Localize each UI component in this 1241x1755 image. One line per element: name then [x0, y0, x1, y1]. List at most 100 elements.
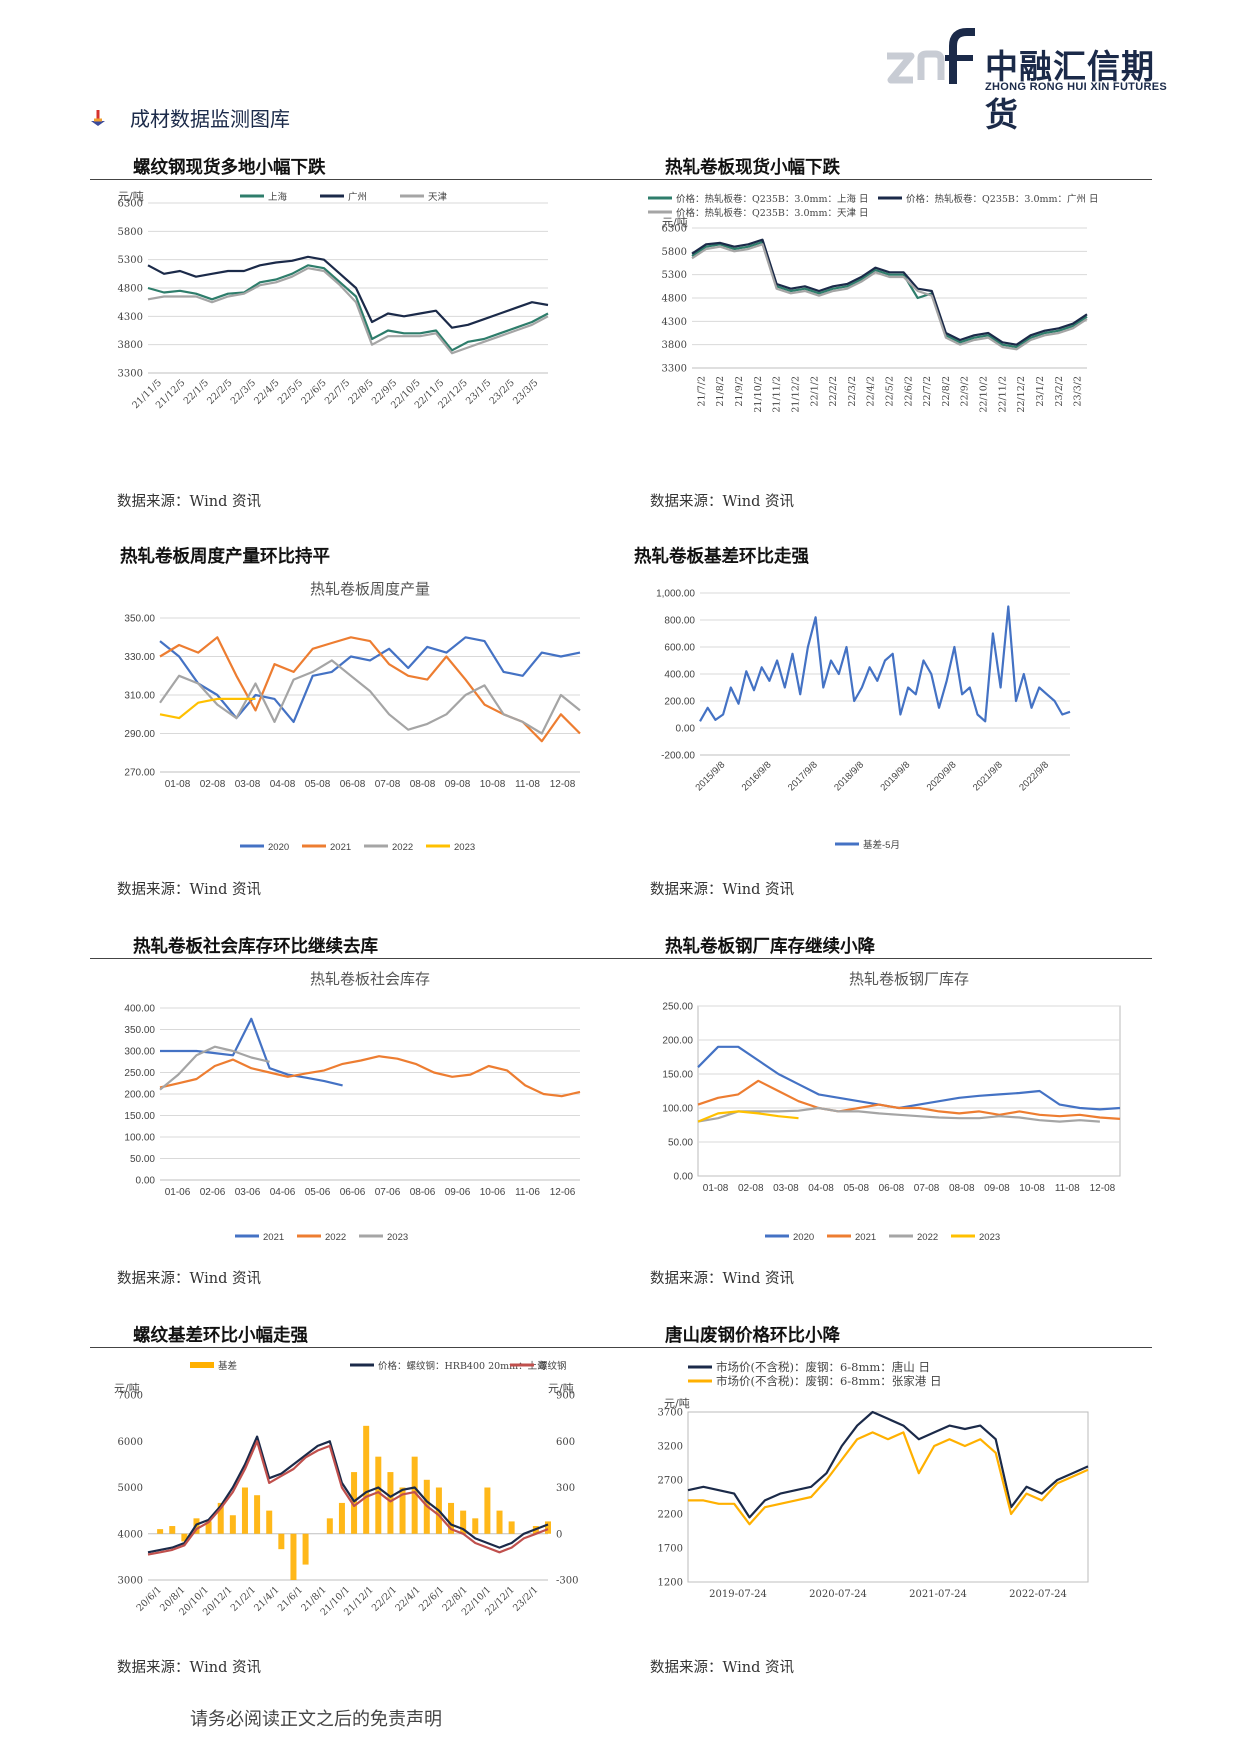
x-tick-label: 2020-07-24 — [809, 1589, 867, 1600]
legend-label: 螺纹钢 — [538, 1360, 567, 1372]
y-tick-label: 150.00 — [662, 1070, 693, 1081]
x-tick-group: 23/3/2 — [1073, 376, 1084, 407]
panel-title-rebar-basis: 螺纹基差环比小幅走强 — [133, 1326, 308, 1346]
x-tick-label: 04-08 — [808, 1183, 834, 1194]
legend-label: 2020 — [793, 1232, 814, 1243]
x-tick-label: 08-08 — [949, 1183, 975, 1194]
x-tick-group: 21/2/1 — [229, 1584, 258, 1613]
x-tick-label: 21/6/1 — [276, 1584, 305, 1613]
legend-label: 市场价(不含税)：废钢：6-8mm：唐山 日 — [716, 1360, 930, 1374]
y-tick-label: 1200 — [658, 1578, 683, 1589]
series-line — [160, 1017, 343, 1087]
y2-tick-label: 900 — [556, 1391, 575, 1402]
basis-bar — [217, 1502, 224, 1534]
y-tick-label: 200.00 — [124, 1090, 155, 1101]
data-source: 数据来源：Wind 资讯 — [117, 882, 262, 898]
basis-bar — [205, 1521, 212, 1534]
x-tick-label: 03-06 — [235, 1187, 261, 1198]
series-line — [147, 1435, 549, 1554]
legend-label: 价格：热轧板卷：Q235B：3.0mm：上海 日 — [676, 193, 869, 205]
basis-bar — [169, 1526, 176, 1534]
x-tick-label: 05-08 — [843, 1183, 869, 1194]
y-tick-label: 2700 — [658, 1476, 683, 1487]
x-tick-label: 09-06 — [445, 1187, 471, 1198]
x-tick-group: 23/2/2 — [1054, 376, 1065, 407]
y-tick-label: 7000 — [118, 1391, 143, 1402]
x-tick-label: 22/2/1 — [370, 1584, 399, 1613]
panel-title-scrap-price: 唐山废钢价格环比小降 — [665, 1326, 840, 1346]
x-tick-group: 2015/9/8 — [693, 759, 727, 793]
y-tick-label: 4000 — [118, 1529, 143, 1540]
series-line — [159, 1045, 270, 1091]
legend-label: 价格：热轧板卷：Q235B：3.0mm：广州 日 — [906, 193, 1099, 205]
x-tick-group: 22/5/2 — [885, 376, 896, 407]
legend-label: 2023 — [454, 842, 475, 853]
y2-tick-label: 0 — [556, 1529, 562, 1540]
x-tick-group: 22/12/2 — [1016, 376, 1027, 413]
legend-label: 广州 — [348, 191, 367, 203]
x-tick-label: 22/5/5 — [276, 377, 305, 406]
series-line — [159, 1055, 581, 1098]
x-tick-group: 23/2/5 — [488, 377, 517, 406]
x-tick-label: 2022-07-24 — [1009, 1589, 1067, 1600]
basis-bar — [387, 1472, 394, 1534]
y-tick-label: 4800 — [662, 294, 687, 305]
y-tick-label: 5300 — [118, 255, 143, 266]
chart-hrc-mill-stock: 热轧卷板钢厂库存 0.00 50.00 100.00 150.00 200.00 250.0… — [640, 968, 1130, 1253]
chart-svg: 热轧卷板社会库存 0.00 50.00 100.00 150.00 200.00 250.0… — [124, 970, 581, 1243]
y-tick-label: 50.00 — [130, 1154, 155, 1165]
x-tick-group: 22/2/5 — [205, 377, 234, 406]
y-tick-label: 3000 — [118, 1576, 143, 1587]
plot-frame — [697, 1005, 1121, 1177]
x-tick-label: 22/9/2 — [960, 376, 971, 407]
y-tick-label: 330.00 — [124, 652, 155, 663]
basis-bar — [241, 1487, 248, 1534]
x-tick-group: 23/1/5 — [464, 377, 493, 406]
legend-label: 价格：螺纹钢：HRB400 20mm：上海 — [378, 1360, 547, 1372]
divider — [90, 958, 1152, 959]
x-tick-label: 09-08 — [445, 779, 471, 790]
y-tick-label: 150.00 — [124, 1111, 155, 1122]
y2-tick-label: 300 — [556, 1483, 575, 1494]
x-tick-group: 21/7/2 — [696, 376, 707, 407]
series-line — [159, 697, 256, 720]
series-line — [697, 1079, 1121, 1120]
x-tick-label: 22/3/5 — [229, 377, 258, 406]
x-tick-group: 22/5/5 — [276, 377, 305, 406]
basis-bar — [545, 1521, 551, 1534]
x-tick-label: 21/11/2 — [772, 376, 783, 413]
chart-hrc-basis: -200.00 0.00 200.00 400.00 600.00 800.00 1,000… — [640, 578, 1090, 863]
y-tick-label: 4300 — [118, 312, 143, 323]
y-tick-label: 250.00 — [662, 1002, 693, 1013]
basis-bar — [266, 1510, 273, 1534]
x-tick-group: 21/10/2 — [753, 376, 764, 413]
panel-title-hrc-output: 热轧卷板周度产量环比持平 — [120, 547, 330, 567]
y-tick-label: 0.00 — [676, 724, 696, 735]
chart-title: 热轧卷板周度产量 — [310, 580, 430, 598]
chart-title: 热轧卷板社会库存 — [310, 970, 430, 988]
y-tick-label: 800.00 — [664, 616, 695, 627]
x-tick-group: 20/6/1 — [135, 1584, 164, 1613]
company-logo: 中融汇信期货 ZHONG RONG HUI XIN FUTURES — [885, 28, 1185, 134]
x-tick-label: 2021-07-24 — [909, 1589, 967, 1600]
x-tick-label: 02-08 — [200, 779, 226, 790]
x-tick-group: 2018/9/8 — [832, 759, 866, 793]
x-tick-label: 01-08 — [165, 779, 191, 790]
basis-bar — [448, 1502, 455, 1534]
chart-svg: 3300380043004800530058006300元/吨21/11/521… — [118, 190, 549, 411]
data-source: 数据来源：Wind 资讯 — [117, 1660, 262, 1676]
x-tick-group: 2020/9/8 — [925, 759, 959, 793]
y-tick-label: 5000 — [118, 1483, 143, 1494]
legend-label: 价格：热轧板卷：Q235B：3.0mm：天津 日 — [676, 207, 869, 219]
series-line — [147, 264, 549, 352]
basis-bar — [278, 1533, 285, 1550]
x-tick-group: 22/3/5 — [229, 377, 258, 406]
x-tick-label: 23/3/5 — [511, 377, 540, 406]
x-tick-group: 23/1/2 — [1035, 376, 1046, 407]
y-tick-label: 100.00 — [662, 1104, 693, 1115]
data-source: 数据来源：Wind 资讯 — [650, 494, 795, 510]
x-tick-label: 22/12/2 — [1016, 376, 1027, 413]
basis-bar — [338, 1502, 345, 1534]
x-tick-label: 22/11/2 — [997, 376, 1008, 413]
